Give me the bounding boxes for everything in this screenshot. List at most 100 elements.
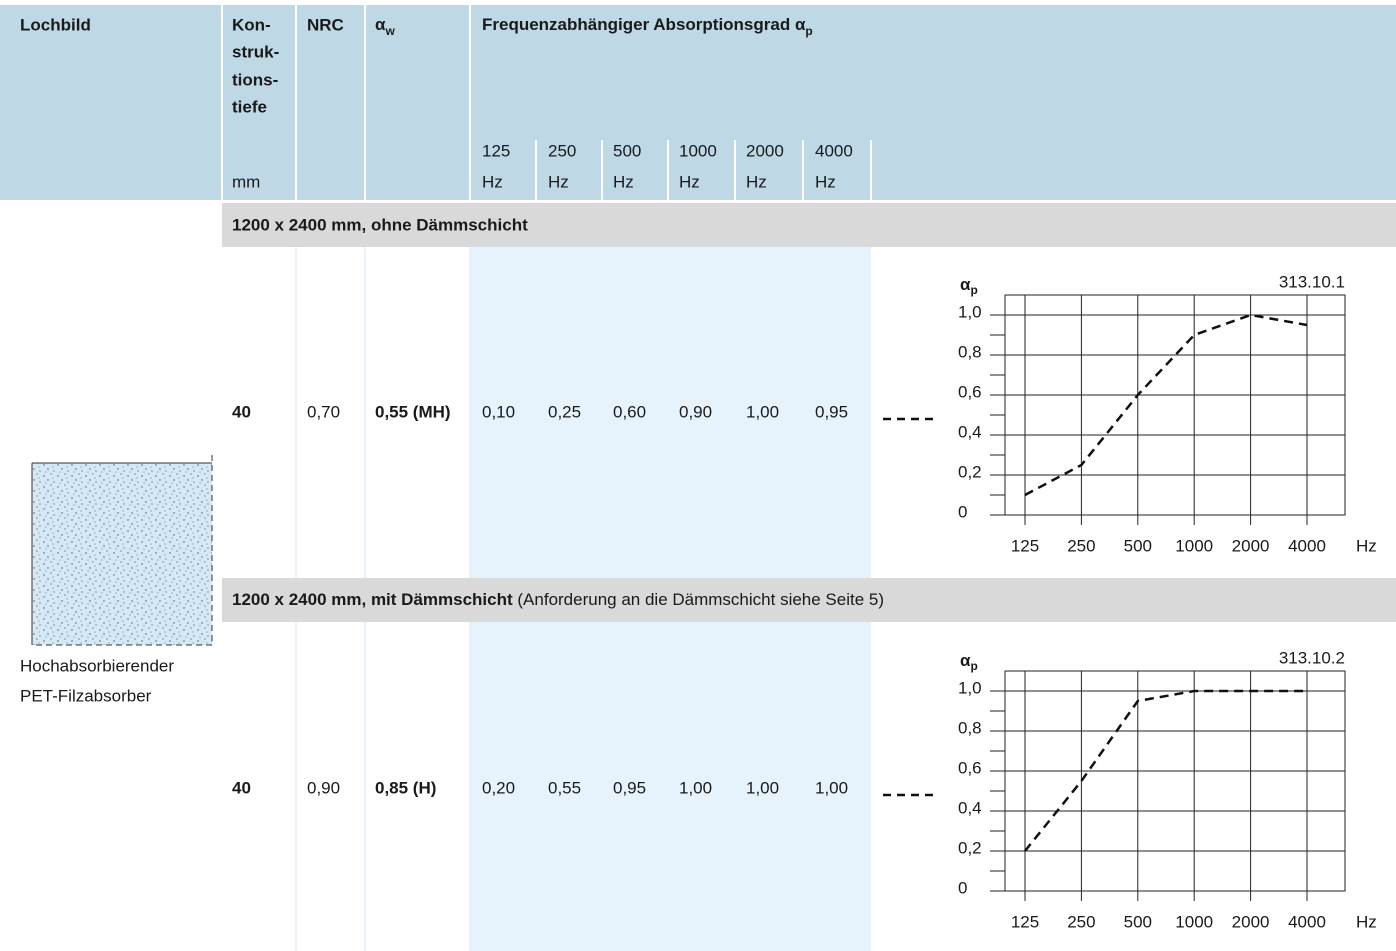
x-tick-label: 1000 xyxy=(1175,912,1213,931)
x-tick-label: 1000 xyxy=(1175,536,1213,555)
y-tick-label: 0,6 xyxy=(958,382,982,401)
cell: 1,00 xyxy=(746,778,779,797)
header-label: Lochbild xyxy=(20,15,91,34)
y-tick-label: 0 xyxy=(958,502,967,521)
header-label: Kon- xyxy=(232,15,271,34)
cell: 1,00 xyxy=(679,778,712,797)
y-tick-label: 0,2 xyxy=(958,462,982,481)
symbol: α xyxy=(375,15,386,34)
band-freq: 250 xyxy=(548,141,576,160)
header-label: tiefe xyxy=(232,97,267,116)
y-tick-label: 0,8 xyxy=(958,342,982,361)
subscript: p xyxy=(970,283,977,297)
x-tick-label: 500 xyxy=(1124,536,1152,555)
chart-code: 313.10.2 xyxy=(1279,648,1345,667)
layout xyxy=(0,5,1396,951)
band-freq: 4000 xyxy=(815,141,853,160)
section-title: 1200 x 2400 mm, mit Dämmschicht (Anforde… xyxy=(232,590,884,609)
dividers xyxy=(221,5,872,200)
caption: PET-Filzabsorber xyxy=(20,686,152,705)
x-tick-label: 4000 xyxy=(1288,536,1326,555)
band-unit: Hz xyxy=(815,172,836,191)
section-title: 1200 x 2400 mm, ohne Dämmschicht xyxy=(232,215,528,234)
band-freq: 125 xyxy=(482,141,510,160)
band-unit: Hz xyxy=(679,172,700,191)
caption: Hochabsorbierender xyxy=(20,656,174,675)
x-unit: Hz xyxy=(1356,912,1377,931)
header-label: struk- xyxy=(232,42,279,61)
header-label: tions- xyxy=(232,70,278,89)
x-tick-label: 125 xyxy=(1011,536,1039,555)
y-tick-label: 0,8 xyxy=(958,718,982,737)
lochbild-image xyxy=(32,463,212,645)
subscript: p xyxy=(805,24,812,38)
cell: 0,60 xyxy=(613,402,646,421)
symbol: α xyxy=(960,651,971,670)
y-tick-label: 0 xyxy=(958,878,967,897)
plot-frame xyxy=(1004,294,1346,516)
column-bg xyxy=(470,247,871,578)
header-label: αw xyxy=(375,15,395,38)
data-line xyxy=(1024,689,1307,852)
cell: 0,70 xyxy=(307,402,340,421)
x-unit: Hz xyxy=(1356,536,1377,555)
chart-code: 313.10.1 xyxy=(1279,272,1345,291)
cell: 0,90 xyxy=(679,402,712,421)
data-line xyxy=(1024,313,1308,497)
band-unit: Hz xyxy=(482,172,503,191)
cell: 0,25 xyxy=(548,402,581,421)
y-tick-label: 1,0 xyxy=(958,678,982,697)
band-unit: Hz xyxy=(548,172,569,191)
cell: 0,20 xyxy=(482,778,515,797)
header-unit: mm xyxy=(232,172,260,191)
cell: 40 xyxy=(232,402,251,421)
band-unit: Hz xyxy=(746,172,767,191)
band-freq: 500 xyxy=(613,141,641,160)
cell: 0,95 xyxy=(613,778,646,797)
title: Frequenzabhängiger Absorptionsgrad α xyxy=(482,15,806,34)
cell: 40 xyxy=(232,778,251,797)
header-label: NRC xyxy=(307,15,344,34)
title: 1200 x 2400 mm, mit Dämmschicht xyxy=(232,590,513,609)
cell: 0,10 xyxy=(482,402,515,421)
y-tick-label: 0,4 xyxy=(958,422,982,441)
column-bg xyxy=(470,622,871,951)
image-edge xyxy=(32,455,213,646)
section-bar xyxy=(222,578,1396,622)
image-edge xyxy=(31,462,212,645)
cell: 0,55 (MH) xyxy=(375,402,451,421)
header-label: Frequenzabhängiger Absorptionsgrad αp xyxy=(482,15,813,38)
subscript: p xyxy=(970,659,977,673)
band-freq: 2000 xyxy=(746,141,784,160)
cell: 0,85 (H) xyxy=(375,778,436,797)
x-tick-label: 4000 xyxy=(1288,912,1326,931)
x-tick-label: 500 xyxy=(1124,912,1152,931)
y-tick-label: 0,4 xyxy=(958,798,982,817)
y-label: αp xyxy=(960,275,978,297)
band-unit: Hz xyxy=(613,172,634,191)
cell: 1,00 xyxy=(746,402,779,421)
x-tick-label: 2000 xyxy=(1232,536,1270,555)
header-bg xyxy=(0,5,1396,200)
x-tick-label: 250 xyxy=(1067,536,1095,555)
cell: 0,90 xyxy=(307,778,340,797)
y-tick-label: 1,0 xyxy=(958,302,982,321)
y-tick-label: 0,6 xyxy=(958,758,982,777)
cell: 1,00 xyxy=(815,778,848,797)
y-tick-label: 0,2 xyxy=(958,838,982,857)
plot-frame xyxy=(1004,670,1346,892)
cell: 0,55 xyxy=(548,778,581,797)
symbol: α xyxy=(960,275,971,294)
band-freq: 1000 xyxy=(679,141,717,160)
x-tick-label: 250 xyxy=(1067,912,1095,931)
row-dividers xyxy=(295,247,471,951)
section-bar xyxy=(222,203,1396,247)
x-tick-label: 125 xyxy=(1011,912,1039,931)
cell: 0,95 xyxy=(815,402,848,421)
y-label: αp xyxy=(960,651,978,673)
subscript: w xyxy=(384,24,395,38)
x-tick-label: 2000 xyxy=(1232,912,1270,931)
note: (Anforderung an die Dämmschicht siehe Se… xyxy=(517,590,884,609)
